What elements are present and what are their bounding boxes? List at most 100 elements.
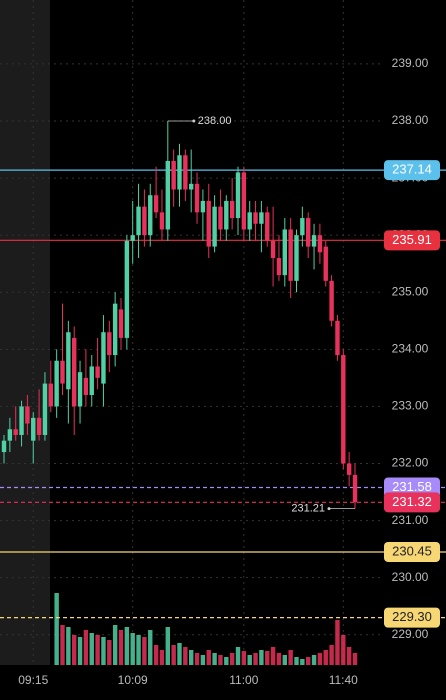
candle-body: [142, 206, 147, 236]
volume-bar: [171, 645, 176, 665]
price-label: 237.14: [392, 162, 432, 177]
volume-bar: [60, 625, 65, 665]
candle-body: [48, 383, 53, 407]
candle-body: [229, 200, 235, 219]
candle-body: [276, 258, 282, 276]
candle-body: [265, 212, 270, 241]
volume-bar: [270, 647, 276, 665]
price-label: 230.45: [392, 543, 432, 558]
candle-body: [54, 360, 59, 407]
volume-bar: [95, 635, 100, 665]
volume-bar: [282, 655, 287, 665]
y-tick-label: 232.00: [392, 456, 429, 470]
y-tick-label: 229.00: [392, 627, 429, 641]
candle-body: [107, 332, 112, 356]
candle-body: [200, 200, 206, 213]
volume-bar: [352, 653, 358, 665]
y-tick-label: 233.00: [392, 399, 429, 413]
volume-bar: [89, 633, 94, 665]
candle-body: [153, 195, 159, 213]
volume-bar: [77, 637, 83, 665]
candle-body: [31, 417, 36, 441]
y-tick-label: 238.00: [392, 113, 429, 127]
volume-bar: [317, 653, 323, 665]
volume-bar: [212, 653, 217, 665]
volume-bar: [54, 593, 59, 665]
price-label: 235.91: [392, 232, 432, 247]
volume-bar: [124, 627, 130, 665]
y-tick-label: 235.00: [392, 284, 429, 298]
candle-body: [311, 235, 317, 247]
price-label-box: [384, 541, 440, 562]
candle-body: [294, 235, 299, 281]
y-tick-label: 230.00: [392, 570, 429, 584]
volume-bar: [259, 650, 264, 665]
candle-body: [224, 200, 229, 230]
volume-bar: [165, 627, 170, 665]
volume-bar: [72, 635, 77, 665]
y-tick-label: 239.00: [392, 56, 429, 70]
candle-body: [148, 195, 153, 236]
annotation-label: 238.00: [198, 115, 232, 127]
candle-body: [165, 160, 170, 230]
price-label: 231.58: [392, 479, 432, 494]
candle-body: [270, 240, 276, 259]
candle-body: [253, 212, 258, 224]
candle-body: [329, 280, 334, 321]
x-tick-label: 10:09: [118, 673, 148, 687]
candle-body: [118, 309, 124, 338]
price-label-box: [384, 230, 440, 251]
candle-body: [341, 355, 346, 464]
volume-bar: [66, 627, 71, 665]
volume-bar: [300, 659, 305, 665]
candle-body: [7, 429, 13, 441]
candle-body: [112, 303, 118, 356]
candle-body: [247, 212, 252, 230]
annotation-dot: [192, 119, 196, 123]
price-label: 231.32: [392, 494, 432, 509]
candle-body: [13, 429, 18, 435]
candle-body: [19, 406, 24, 435]
candle-body: [136, 206, 141, 236]
volume-bar: [153, 645, 159, 665]
candle-body: [306, 218, 311, 247]
candle-body: [171, 160, 176, 190]
volume-bar: [306, 657, 311, 665]
volume-bar: [229, 653, 235, 665]
volume-bar: [323, 650, 328, 665]
volume-bar: [235, 647, 241, 665]
candle-body: [235, 172, 241, 219]
volume-bar: [253, 653, 258, 665]
candle-body: [159, 212, 165, 230]
annotation-label: 231.21: [291, 503, 325, 515]
candle-body: [95, 366, 100, 378]
price-label-box: [384, 492, 440, 513]
volume-bar: [136, 635, 141, 665]
volume-bar: [130, 633, 135, 665]
volume-bar: [335, 620, 340, 665]
x-tick-label: 09:15: [18, 673, 48, 687]
price-label-box: [384, 607, 440, 628]
candle-body: [177, 155, 182, 190]
candle-body: [352, 474, 358, 503]
y-tick-label: 231.00: [392, 513, 429, 527]
volume-bar: [177, 643, 182, 665]
candle-body: [66, 332, 71, 390]
candle-body: [259, 212, 264, 224]
volume-bar: [224, 657, 229, 665]
candle-body: [212, 206, 217, 247]
volume-bar: [265, 651, 270, 665]
candle-body: [124, 240, 130, 338]
premarket-shade: [0, 0, 50, 665]
volume-bar: [83, 630, 89, 665]
volume-bar: [200, 655, 206, 665]
volume-bar: [118, 630, 124, 665]
candle-body: [241, 172, 247, 230]
volume-bar: [329, 645, 334, 665]
candle-body: [36, 417, 42, 435]
volume-bar: [311, 655, 317, 665]
volume-bar: [218, 655, 223, 665]
candle-body: [300, 218, 305, 236]
volume-bar: [241, 651, 247, 665]
